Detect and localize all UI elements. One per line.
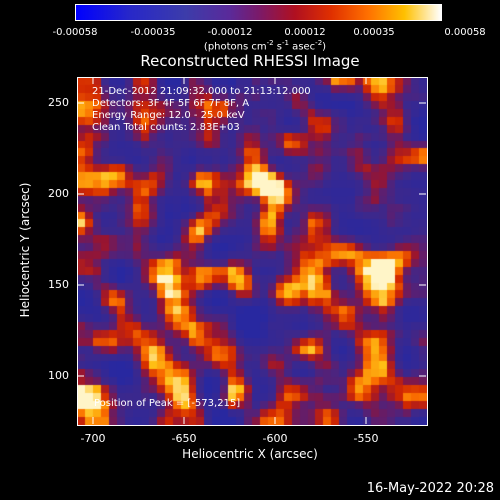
x-tick-label: -550 [353, 432, 379, 445]
image-plot-area: 21-Dec-2012 21:09:32.000 to 21:13:12.000… [77, 77, 428, 426]
y-tick-label: 150 [48, 278, 69, 291]
colorbar-tick-label: -0.00058 [52, 27, 98, 38]
clean-counts-text: Clean Total counts: 2.83E+03 [92, 122, 240, 133]
colorbar-tick-label: -0.00012 [207, 27, 253, 38]
energy-range-text: Energy Range: 12.0 - 25.0 keV [92, 110, 245, 121]
plot-title: Reconstructed RHESSI Image [140, 52, 360, 70]
timestamp-footer: 16-May-2022 20:28 [366, 481, 494, 496]
y-tick-label: 100 [48, 369, 69, 382]
colorbar-units: (photons cm-2 s-1 asec-2) [203, 39, 327, 53]
y-axis-label: Heliocentric Y (arcsec) [18, 182, 32, 318]
y-tick-label: 250 [48, 96, 69, 109]
colorbar-tick-label: -0.00035 [130, 27, 176, 38]
heatmap-image [78, 78, 427, 425]
detectors-text: Detectors: 3F 4F 5F 6F 7F 8F, A [92, 98, 250, 109]
time-range-text: 21-Dec-2012 21:09:32.000 to 21:13:12.000 [92, 86, 311, 97]
colorbar-tick-label: 0.00058 [444, 27, 486, 38]
colorbar-tick-label: 0.00012 [284, 27, 326, 38]
colorbar [75, 4, 442, 21]
x-axis-label: Heliocentric X (arcsec) [182, 447, 318, 461]
x-tick-label: -700 [80, 432, 106, 445]
colorbar-tick-label: 0.00035 [353, 27, 395, 38]
y-tick-label: 200 [48, 187, 69, 200]
x-tick-label: -650 [171, 432, 197, 445]
peak-position-text: Position of Peak = [-573,215] [94, 398, 241, 409]
x-tick-label: -600 [262, 432, 288, 445]
